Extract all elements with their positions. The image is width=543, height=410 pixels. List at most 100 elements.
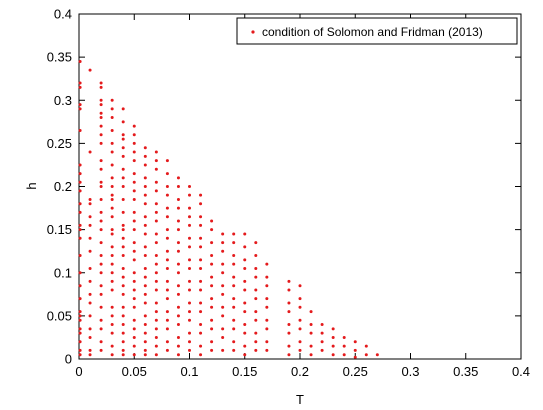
scatter-point (210, 327, 214, 331)
scatter-point (110, 254, 114, 257)
scatter-point (78, 236, 82, 240)
scatter-point (265, 327, 269, 331)
scatter-point (199, 323, 203, 326)
scatter-point (254, 266, 258, 270)
scatter-point (188, 318, 191, 322)
scatter-point (143, 215, 147, 219)
scatter-point (99, 141, 103, 145)
scatter-point (121, 236, 125, 240)
scatter-point (132, 344, 136, 348)
scatter-point (199, 279, 203, 283)
scatter-point (199, 353, 203, 357)
scatter-point (78, 297, 82, 301)
scatter-point (88, 348, 92, 352)
scatter-point (221, 292, 225, 296)
scatter-point (331, 353, 335, 357)
scatter-point (154, 210, 158, 214)
scatter-point (110, 305, 114, 309)
scatter-point (298, 318, 302, 322)
scatter-point (254, 340, 258, 344)
scatter-point (176, 323, 180, 326)
scatter-point (132, 258, 136, 262)
scatter-point (99, 210, 103, 214)
scatter-point (78, 59, 82, 63)
scatter-point (78, 310, 82, 314)
scatter-point (99, 111, 103, 115)
scatter-point (210, 297, 214, 301)
scatter-point (78, 202, 82, 206)
scatter-point (199, 310, 203, 314)
scatter-point (199, 266, 203, 270)
scatter-point (320, 348, 324, 352)
scatter-point (221, 249, 225, 253)
scatter-point (99, 348, 103, 352)
scatter-point (188, 185, 191, 188)
scatter-point (287, 310, 291, 314)
scatter-point (154, 150, 158, 154)
scatter-point (265, 305, 269, 309)
scatter-point (221, 284, 225, 288)
scatter-point (199, 193, 203, 197)
scatter-point (188, 258, 191, 262)
scatter-point (99, 180, 103, 184)
scatter-point (188, 310, 191, 314)
scatter-point (132, 297, 136, 301)
x-tick-label: 0.25 (343, 364, 368, 379)
scatter-point (221, 348, 225, 352)
scatter-point (375, 353, 379, 357)
scatter-point (88, 150, 92, 154)
scatter-point (331, 335, 335, 339)
x-tick-label: 0.05 (122, 364, 147, 379)
scatter-point (265, 284, 269, 288)
scatter-point (143, 176, 147, 180)
scatter-point (99, 159, 103, 163)
scatter-point (132, 219, 136, 223)
scatter-point (210, 241, 214, 245)
scatter-point (78, 189, 82, 193)
scatter-point (243, 245, 247, 249)
scatter-point (110, 206, 114, 210)
scatter-point (176, 176, 180, 180)
scatter-point (88, 266, 92, 270)
scatter-point (143, 292, 147, 296)
scatter-point (143, 353, 147, 357)
scatter-point (143, 340, 147, 344)
scatter-point (88, 301, 92, 305)
scatter-point (132, 288, 136, 292)
scatter-point (188, 206, 191, 210)
scatter-point (132, 241, 136, 245)
scatter-point (254, 318, 258, 322)
scatter-point (154, 310, 158, 314)
x-axis: 0 0.05 0.1 0.15 0.2 0.25 0.3 0.35 0.4 (75, 14, 530, 379)
scatter-point (176, 284, 180, 288)
scatter-point (199, 301, 203, 305)
scatter-point (143, 232, 147, 236)
scatter-point (143, 163, 147, 167)
scatter-point (154, 353, 158, 357)
scatter-point (221, 262, 225, 266)
scatter-point (254, 275, 258, 279)
scatter-point (188, 279, 191, 283)
scatter-point (188, 331, 191, 335)
scatter-point (121, 176, 125, 180)
plot-area (78, 13, 522, 360)
scatter-point (254, 348, 258, 352)
scatter-point (121, 275, 125, 279)
scatter-point (154, 271, 158, 275)
scatter-point (99, 305, 103, 309)
scatter-point (210, 284, 214, 288)
scatter-point (88, 236, 92, 240)
scatter-point (110, 185, 114, 188)
scatter-point (132, 180, 136, 184)
scatter-point (154, 189, 158, 193)
scatter-point (287, 288, 291, 292)
scatter-point (188, 236, 191, 240)
scatter-point (165, 340, 169, 344)
scatter-point (110, 128, 114, 132)
scatter-point (254, 310, 258, 314)
scatter-point (309, 310, 313, 314)
scatter-point (99, 254, 103, 257)
scatter-point (188, 193, 191, 197)
y-tick-label: 0.4 (54, 7, 72, 22)
